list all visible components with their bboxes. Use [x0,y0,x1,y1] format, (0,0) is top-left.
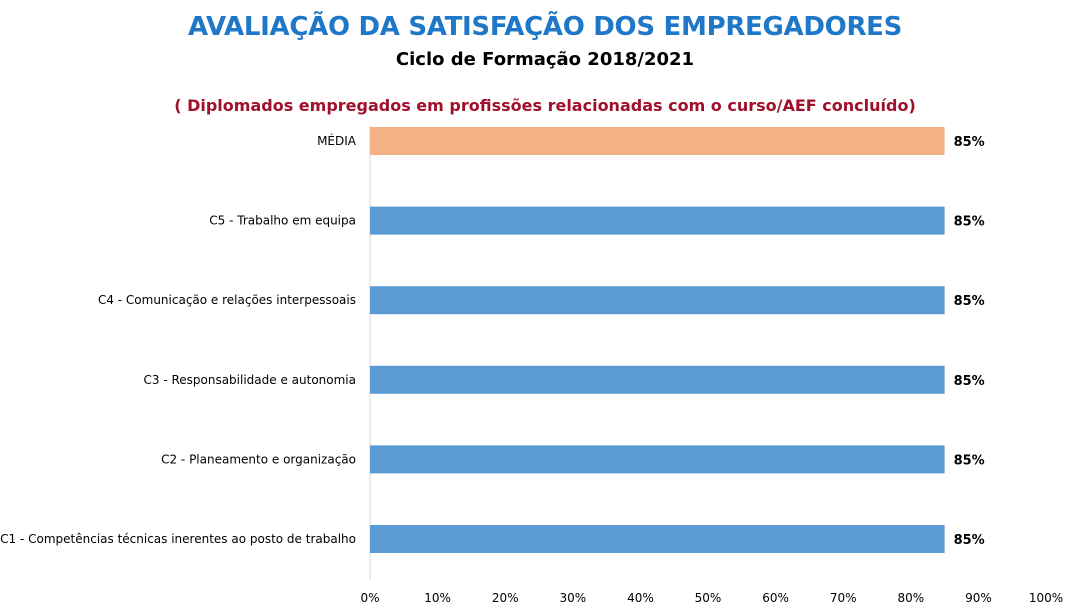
category-label-0: MÉDIA [317,133,357,148]
value-label-2: 85% [954,294,985,309]
x-tick-label-7: 70% [830,591,857,605]
x-tick-label-10: 100% [1029,591,1063,605]
bar-3 [370,365,945,394]
bar-0 [370,127,945,155]
value-label-4: 85% [954,453,985,468]
bar-2 [370,286,945,315]
value-label-5: 85% [954,533,985,548]
category-label-2: C4 - Comunicação e relações interpessoai… [98,293,356,307]
category-label-3: C3 - Responsabilidade e autonomia [143,373,356,387]
bars-group [370,127,945,553]
value-labels-group: 85% 85% 85% 85% 85% 85% [954,135,985,548]
chart-title: AVALIAÇÃO DA SATISFAÇÃO DOS EMPREGADORES [187,12,903,42]
category-label-5: C1 - Competências técnicas inerentes ao … [0,532,356,546]
x-tick-label-1: 10% [424,591,451,605]
value-label-3: 85% [954,374,985,389]
x-tick-labels-group: 0% 10% 20% 30% 40% 50% 60% 70% 80% 90% 100% [360,591,1063,605]
x-tick-label-2: 20% [492,591,519,605]
chart-subtitle: Ciclo de Formação 2018/2021 [395,49,695,70]
bar-1 [370,206,945,235]
x-tick-label-8: 80% [897,591,924,605]
value-label-0: 85% [954,135,985,150]
chart-note: ( Diplomados empregados em profissões re… [174,96,916,115]
x-tick-label-9: 90% [965,591,992,605]
category-labels-group: MÉDIA C5 - Trabalho em equipa C4 - Comunic… [0,133,357,546]
category-label-4: C2 - Planeamento e organização [161,452,356,466]
x-tick-label-4: 40% [627,591,654,605]
x-tick-label-6: 60% [762,591,789,605]
value-label-1: 85% [954,215,985,230]
x-tick-label-0: 0% [360,591,379,605]
bar-4 [370,445,945,474]
x-tick-label-5: 50% [695,591,722,605]
x-tick-label-3: 30% [559,591,586,605]
bar-5 [370,525,945,553]
category-label-1: C5 - Trabalho em equipa [209,214,356,228]
